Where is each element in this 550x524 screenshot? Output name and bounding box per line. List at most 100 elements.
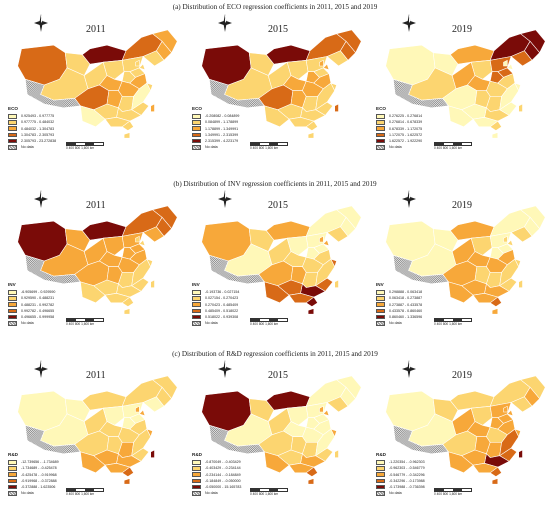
scale-bar: 0 400 800 1,600 km <box>250 142 288 150</box>
legend-range-label: -0.870049 - -0.403429 <box>205 460 241 465</box>
legend-swatch <box>8 308 17 314</box>
compass-star-icon <box>34 190 48 208</box>
legend-no-data-label: No data <box>205 491 218 496</box>
legend-range-label: -1.220354 - -0.962303 <box>389 460 425 465</box>
scale-bar: 0 400 800 1,600 km <box>66 488 104 496</box>
legend-range-label: -0.234144 - -0.184849 <box>205 472 241 477</box>
legend-swatch <box>8 460 17 465</box>
legend-range-label: 0.084899 - 1.178899 <box>205 120 239 125</box>
legend-swatch <box>192 484 201 490</box>
legend-swatch <box>192 308 201 314</box>
legend-item: 0.433578 - 0.860460 <box>376 308 422 314</box>
legend-swatch <box>376 132 385 138</box>
province-region <box>448 281 474 304</box>
legend-title: R&D <box>376 452 386 457</box>
map-legend: INV -6.905699 - 0.929590 0.929590 - 0.488… <box>8 282 55 326</box>
province-region <box>142 226 165 243</box>
province-region <box>286 59 309 80</box>
legend-swatch <box>376 472 385 477</box>
legend-range-label: -0.403429 - -0.234144 <box>205 466 241 471</box>
legend-range-label: -0.962303 - -0.546779 <box>389 466 425 471</box>
map-legend: ECO -0.208082 - 0.084899 0.084899 - 1.178… <box>192 106 239 150</box>
legend-range-label: 0.860460 - 1.336596 <box>389 315 423 320</box>
map-panel-eco-2015: 2015 ECO -0.208082 - 0.084899 0.084899 - … <box>188 14 366 162</box>
legend-swatch-no-data <box>192 491 201 496</box>
legend-range-label: -0.050000 - 15.165783 <box>205 485 242 490</box>
china-province-map <box>17 375 178 485</box>
no-data-region <box>24 254 81 285</box>
province-region <box>519 205 546 230</box>
legend-range-label: 2.305793 - 23.272838 <box>21 139 57 144</box>
province-region <box>518 103 523 112</box>
legend-swatch-no-data <box>8 145 17 150</box>
province-region <box>322 409 330 417</box>
province-region <box>102 235 125 256</box>
legend-item: -0.962303 - -0.546779 <box>376 465 425 471</box>
legend-no-data-label: No data <box>205 145 218 150</box>
legend-range-label: 0.270423 - 0.485409 <box>205 302 239 307</box>
legend-item: 0.063418 - 0.273887 <box>376 295 422 301</box>
map-year-label: 2015 <box>268 24 288 35</box>
map-panel-eco-2019: 2019 ECO 0.276225 - 0.276814 0.276814 - 0… <box>372 14 550 162</box>
province-region <box>518 449 523 458</box>
map-panel-inv-2019: 2019 INV 0.298888 - 0.063418 0.063418 - 0… <box>372 190 550 338</box>
province-region <box>322 63 330 71</box>
no-data-region <box>24 424 81 455</box>
legend-range-label: -1.734689 - -0.425478 <box>21 466 57 471</box>
legend-range-label: 0.484032 - 1.304783 <box>21 126 55 131</box>
province-region <box>123 132 131 139</box>
legend-title: R&D <box>8 452 18 457</box>
legend-item: 0.977775 - 0.484032 <box>8 119 56 125</box>
map-panel-rd-2019: 2019 R&D -1.220354 - -0.962303 -0.962303 … <box>372 360 550 508</box>
section-title-b: (b) Distribution of INV regression coeff… <box>173 180 377 188</box>
section-title-c: (c) Distribution of R&D regression coeff… <box>172 350 378 358</box>
legend-item: -0.193736 - 0.027154 <box>192 289 239 295</box>
province-region <box>491 308 499 315</box>
province-region <box>142 50 165 67</box>
province-region <box>146 258 153 268</box>
legend-item: -0.342296 - -0.173988 <box>376 478 425 484</box>
legend-item: 0.678339 - 1.172075 <box>376 126 422 132</box>
legend-range-label: 0.027154 - 0.270423 <box>205 296 239 301</box>
province-region <box>151 205 178 230</box>
china-province-map <box>17 205 178 315</box>
legend-range-label: 0.992782 - 0.496655 <box>21 308 55 313</box>
province-region <box>326 396 349 413</box>
scale-label: 0 400 800 1,600 km <box>250 491 279 496</box>
legend-swatch-no-data <box>192 321 201 326</box>
legend-no-data: No data <box>376 144 422 150</box>
legend-range-label: -0.342296 - -0.173988 <box>389 478 425 483</box>
legend-item: 0.992782 - 0.496655 <box>8 308 55 314</box>
province-region <box>121 466 134 477</box>
scale-bar: 0 400 800 1,600 km <box>434 488 472 496</box>
legend-item: -0.050000 - 15.165783 <box>192 484 241 490</box>
legend-item: 2.315399 - 4.223179 <box>192 138 239 144</box>
province-region <box>305 120 318 131</box>
province-region <box>326 50 349 67</box>
legend-item: -0.208082 - 0.084899 <box>192 113 239 119</box>
scale-bar: 0 400 800 1,600 km <box>250 318 288 326</box>
province-region <box>470 405 493 426</box>
legend-no-data-label: No data <box>21 491 34 496</box>
map-legend: INV 0.298888 - 0.063418 0.063418 - 0.2738… <box>376 282 422 326</box>
legend-title: INV <box>376 282 384 287</box>
compass-star-icon <box>34 14 48 32</box>
province-region <box>150 449 155 458</box>
legend-range-label: -12.739656 - -1.734689 <box>21 460 59 465</box>
legend-item: -1.734689 - -0.425478 <box>8 465 59 471</box>
china-province-map <box>201 205 362 315</box>
province-region <box>102 405 125 426</box>
legend-range-label: 0.488231 - 0.992782 <box>21 302 55 307</box>
legend-no-data: No data <box>376 320 422 326</box>
legend-range-label: -0.546779 - -0.342296 <box>389 472 425 477</box>
legend-swatch <box>376 138 385 144</box>
map-legend: ECO 0.925493 - 0.977775 0.977775 - 0.4840… <box>8 106 56 150</box>
legend-swatch <box>376 120 385 125</box>
province-region <box>491 478 499 485</box>
no-data-region <box>392 78 449 109</box>
map-legend: ECO 0.276225 - 0.276814 0.276814 - 0.6783… <box>376 106 422 150</box>
legend-no-data-label: No data <box>21 145 34 150</box>
province-region <box>506 239 514 247</box>
province-region <box>319 405 324 413</box>
legend-range-label: 1.622572 - 1.922290 <box>389 139 423 144</box>
